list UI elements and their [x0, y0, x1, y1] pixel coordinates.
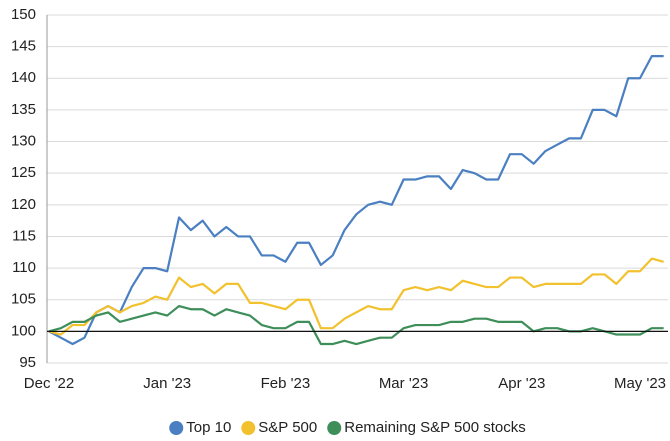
series-line: [48, 257, 664, 336]
y-tick-label: 140: [11, 69, 36, 86]
series-line: [48, 55, 664, 346]
x-tick-label: Apr '23: [498, 375, 545, 392]
legend-label: S&P 500: [258, 419, 317, 436]
y-tick-label: 115: [12, 227, 36, 244]
y-tick-label: 105: [11, 291, 36, 308]
y-tick-label: 135: [11, 101, 36, 118]
y-tick-label: 95: [19, 354, 36, 371]
legend-marker: [169, 421, 184, 435]
x-tick-label: Jan '23: [143, 375, 191, 392]
y-tick-label: 100: [11, 322, 36, 339]
y-tick-label: 110: [12, 259, 36, 276]
y-tick-label: 125: [11, 164, 36, 181]
legend-marker: [327, 421, 342, 435]
x-tick-label: Dec '22: [24, 375, 74, 392]
y-tick-label: 145: [11, 38, 36, 55]
x-tick-label: May '23: [614, 375, 666, 392]
x-tick-label: Feb '23: [261, 375, 311, 392]
legend-marker: [241, 421, 256, 435]
legend-label: Top 10: [186, 419, 231, 436]
series-line: [48, 304, 664, 346]
x-tick-label: Mar '23: [379, 375, 429, 392]
y-tick-label: 120: [11, 196, 36, 213]
y-tick-label: 130: [11, 133, 36, 150]
y-tick-label: 150: [11, 6, 36, 23]
legend: Top 10 S&P 500 Remaining S&P 500 stocks: [169, 419, 526, 436]
legend-label: Remaining S&P 500 stocks: [344, 419, 526, 436]
